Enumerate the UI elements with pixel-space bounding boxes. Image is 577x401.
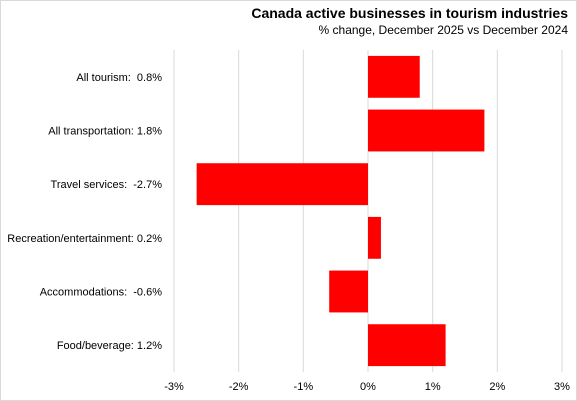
category-label: Accommodations: -0.6% — [40, 287, 162, 299]
bar — [368, 324, 446, 367]
x-tick-label: 0% — [360, 381, 376, 393]
chart-subtitle: % change, December 2025 vs December 2024 — [318, 23, 568, 37]
category-label: Food/beverage: 1.2% — [57, 340, 162, 352]
x-tick-label: -2% — [229, 381, 249, 393]
category-label: All transportation: 1.8% — [48, 126, 162, 138]
category-labels: All tourism: 0.8% All transportation: 1.8… — [7, 72, 162, 352]
bar — [368, 109, 485, 152]
bars — [196, 55, 485, 367]
category-label: Recreation/entertainment: 0.2% — [7, 233, 162, 245]
gridlines — [173, 50, 563, 372]
category-label: Travel services: -2.7% — [51, 179, 163, 191]
bar — [196, 163, 368, 206]
x-tick-label: 1% — [425, 381, 441, 393]
bar — [368, 55, 420, 98]
x-tick-label: 3% — [554, 381, 570, 393]
bar — [329, 270, 368, 313]
category-label: All tourism: 0.8% — [76, 72, 162, 84]
chart-title: Canada active businesses in tourism indu… — [251, 5, 568, 21]
bar — [368, 216, 381, 259]
x-tick-label: -3% — [164, 381, 184, 393]
x-tick-labels: -3% -2% -1% 0% 1% 2% 3% — [164, 381, 570, 393]
x-tick-label: 2% — [489, 381, 505, 393]
x-tick-label: -1% — [294, 381, 314, 393]
